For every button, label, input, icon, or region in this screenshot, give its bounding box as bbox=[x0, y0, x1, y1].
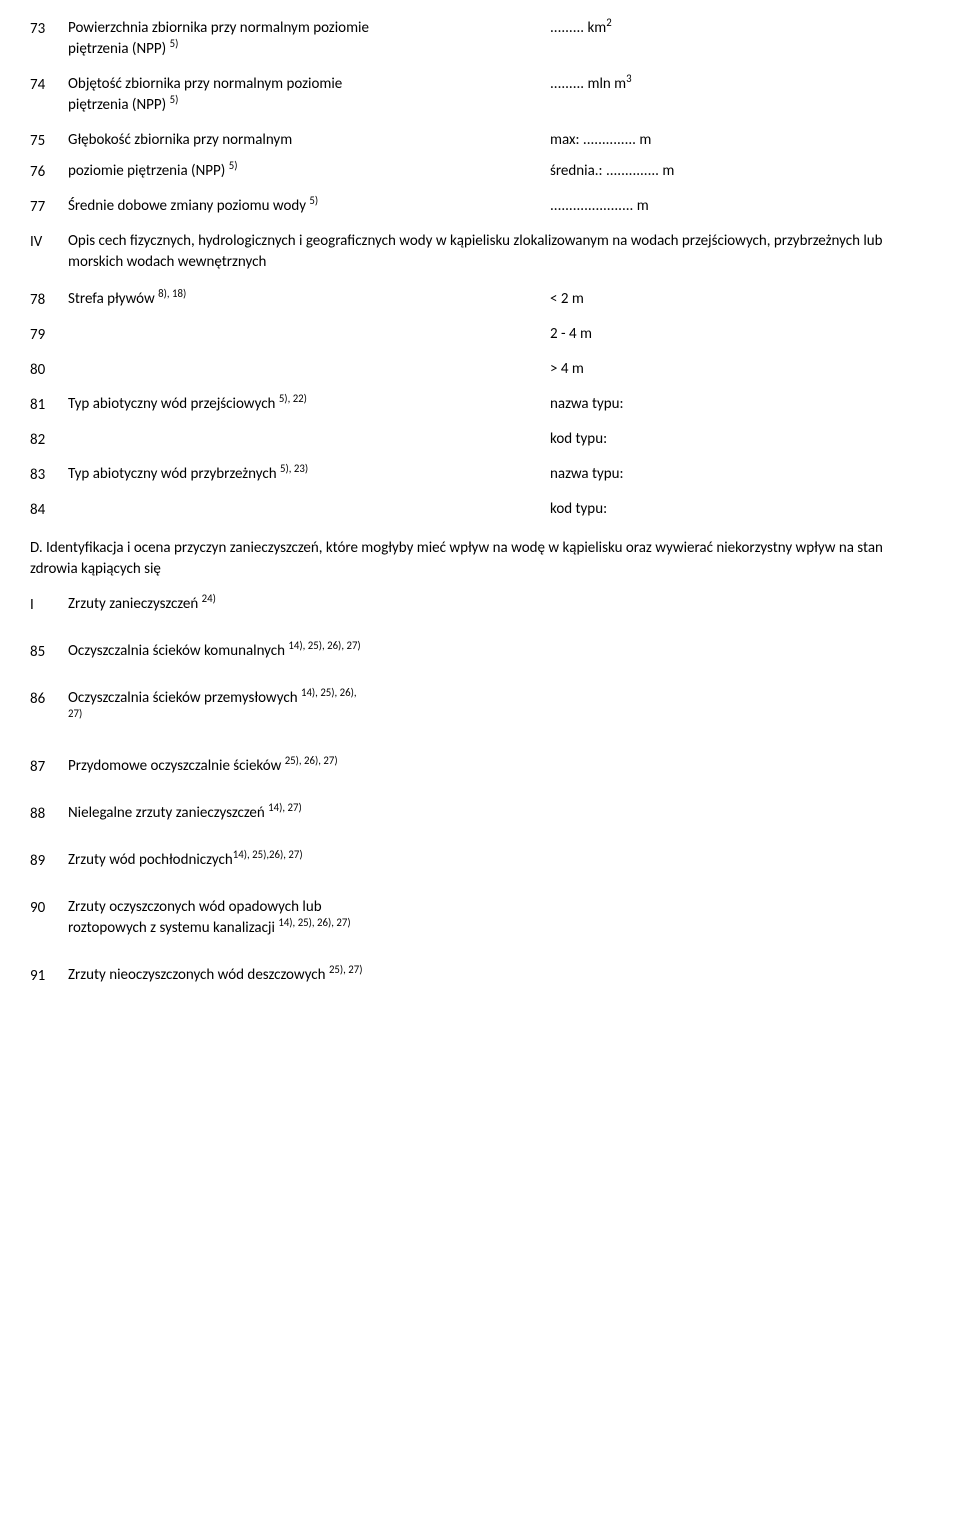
row-value: max: .............. m bbox=[550, 130, 930, 151]
sup: 25), 27) bbox=[329, 963, 363, 976]
line2: piętrzenia (NPP) bbox=[68, 96, 170, 114]
sup: 14), 25), 26), 27) bbox=[288, 639, 360, 652]
row-value: nazwa typu: bbox=[550, 464, 930, 485]
row-value: kod typu: bbox=[550, 499, 930, 520]
sup: 5) bbox=[229, 159, 238, 172]
row-number: 77 bbox=[30, 196, 68, 216]
sup: 14), 27) bbox=[268, 801, 302, 814]
label-text: Zrzuty wód pochłodniczych bbox=[68, 851, 233, 869]
row-number: 75 bbox=[30, 130, 68, 150]
row-number: 87 bbox=[30, 756, 68, 776]
row-number: 86 bbox=[30, 688, 68, 708]
label-text: Typ abiotyczny wód przejściowych bbox=[68, 395, 279, 413]
row-value: ......... mln m3 bbox=[550, 74, 930, 95]
row-label: Zrzuty zanieczyszczeń 24) bbox=[68, 594, 550, 615]
row-label: Powierzchnia zbiornika przy normalnym po… bbox=[68, 18, 550, 60]
sup: 25), 26), 27) bbox=[285, 754, 338, 767]
line2: roztopowych z systemu kanalizacji bbox=[68, 919, 278, 937]
line1: Zrzuty oczyszczonych wód opadowych lub bbox=[68, 898, 322, 916]
row-number: IV bbox=[30, 231, 68, 251]
row-label: Oczyszczalnia ścieków przemysłowych 14),… bbox=[68, 688, 550, 730]
label-text: Typ abiotyczny wód przybrzeżnych bbox=[68, 465, 280, 483]
label-text: Przydomowe oczyszczalnie ścieków bbox=[68, 757, 285, 775]
row-number: 81 bbox=[30, 394, 68, 414]
sup: 8), 18) bbox=[158, 287, 186, 300]
row-number: 84 bbox=[30, 499, 68, 519]
sup: 14), 25),26), 27) bbox=[233, 848, 303, 861]
row-number: 89 bbox=[30, 850, 68, 870]
val-sup: 2 bbox=[606, 16, 611, 29]
line1: Objętość zbiornika przy normalnym poziom… bbox=[68, 75, 342, 93]
label-text: Zrzuty nieoczyszczonych wód deszczowych bbox=[68, 966, 329, 984]
val-sup: 3 bbox=[626, 72, 631, 85]
val-text: ......... km bbox=[550, 19, 606, 37]
label-text: Strefa pływów bbox=[68, 290, 158, 308]
sup: 24) bbox=[202, 592, 216, 605]
sup1: 14), 25), 26), bbox=[301, 686, 357, 699]
row-value: kod typu: bbox=[550, 429, 930, 450]
row-label: Typ abiotyczny wód przejściowych 5), 22) bbox=[68, 394, 550, 415]
row-value: średnia.: .............. m bbox=[550, 161, 930, 182]
val-text: ......... mln m bbox=[550, 75, 626, 93]
line1: Powierzchnia zbiornika przy normalnym po… bbox=[68, 19, 369, 37]
row-number: 76 bbox=[30, 161, 68, 181]
row-label: Oczyszczalnia ścieków komunalnych 14), 2… bbox=[68, 641, 550, 662]
row-label: Zrzuty wód pochłodniczych14), 25),26), 2… bbox=[68, 850, 550, 871]
sup: 5), 22) bbox=[279, 392, 307, 405]
row-number: 73 bbox=[30, 18, 68, 38]
line1: Oczyszczalnia ścieków przemysłowych bbox=[68, 689, 301, 707]
row-value: 2 - 4 m bbox=[550, 324, 930, 345]
section-iv-text: Opis cech fizycznych, hydrologicznych i … bbox=[68, 231, 930, 273]
row-value: nazwa typu: bbox=[550, 394, 930, 415]
row-label: Strefa pływów 8), 18) bbox=[68, 289, 550, 310]
row-label: Zrzuty oczyszczonych wód opadowych lub r… bbox=[68, 897, 550, 939]
row-value: ......... km2 bbox=[550, 18, 930, 39]
row-number: 80 bbox=[30, 359, 68, 379]
line2: piętrzenia (NPP) bbox=[68, 40, 170, 58]
row-label: Przydomowe oczyszczalnie ścieków 25), 26… bbox=[68, 756, 550, 777]
line2-sup: 27) bbox=[68, 707, 82, 720]
row-number: 85 bbox=[30, 641, 68, 661]
row-label: Zrzuty nieoczyszczonych wód deszczowych … bbox=[68, 965, 550, 986]
section-d-heading: D. Identyfikacja i ocena przyczyn zaniec… bbox=[30, 538, 930, 580]
label-text: poziomie piętrzenia (NPP) bbox=[68, 162, 229, 180]
row-number: 90 bbox=[30, 897, 68, 917]
label-text: Oczyszczalnia ścieków komunalnych bbox=[68, 642, 288, 660]
row-value: ...................... m bbox=[550, 196, 930, 217]
row-label: Średnie dobowe zmiany poziomu wody 5) bbox=[68, 196, 550, 217]
label-text: Średnie dobowe zmiany poziomu wody bbox=[68, 197, 309, 215]
row-number: I bbox=[30, 594, 68, 614]
row-number: 74 bbox=[30, 74, 68, 94]
row-number: 82 bbox=[30, 429, 68, 449]
row-number: 91 bbox=[30, 965, 68, 985]
row-label: Objętość zbiornika przy normalnym poziom… bbox=[68, 74, 550, 116]
sup: 5), 23) bbox=[280, 462, 308, 475]
row-label: poziomie piętrzenia (NPP) 5) bbox=[68, 161, 550, 182]
row-value: < 2 m bbox=[550, 289, 930, 310]
row-value: > 4 m bbox=[550, 359, 930, 380]
label-text: Nielegalne zrzuty zanieczyszczeń bbox=[68, 804, 268, 822]
row-label: Głębokość zbiornika przy normalnym bbox=[68, 130, 550, 151]
row-number: 83 bbox=[30, 464, 68, 484]
row-number: 78 bbox=[30, 289, 68, 309]
sup: 5) bbox=[170, 37, 179, 50]
row-number: 88 bbox=[30, 803, 68, 823]
row-label: Typ abiotyczny wód przybrzeżnych 5), 23) bbox=[68, 464, 550, 485]
sup: 5) bbox=[170, 93, 179, 106]
row-number: 79 bbox=[30, 324, 68, 344]
label-text: Zrzuty zanieczyszczeń bbox=[68, 595, 202, 613]
sup: 14), 25), 26), 27) bbox=[278, 916, 350, 929]
sup: 5) bbox=[309, 194, 318, 207]
row-label: Nielegalne zrzuty zanieczyszczeń 14), 27… bbox=[68, 803, 550, 824]
